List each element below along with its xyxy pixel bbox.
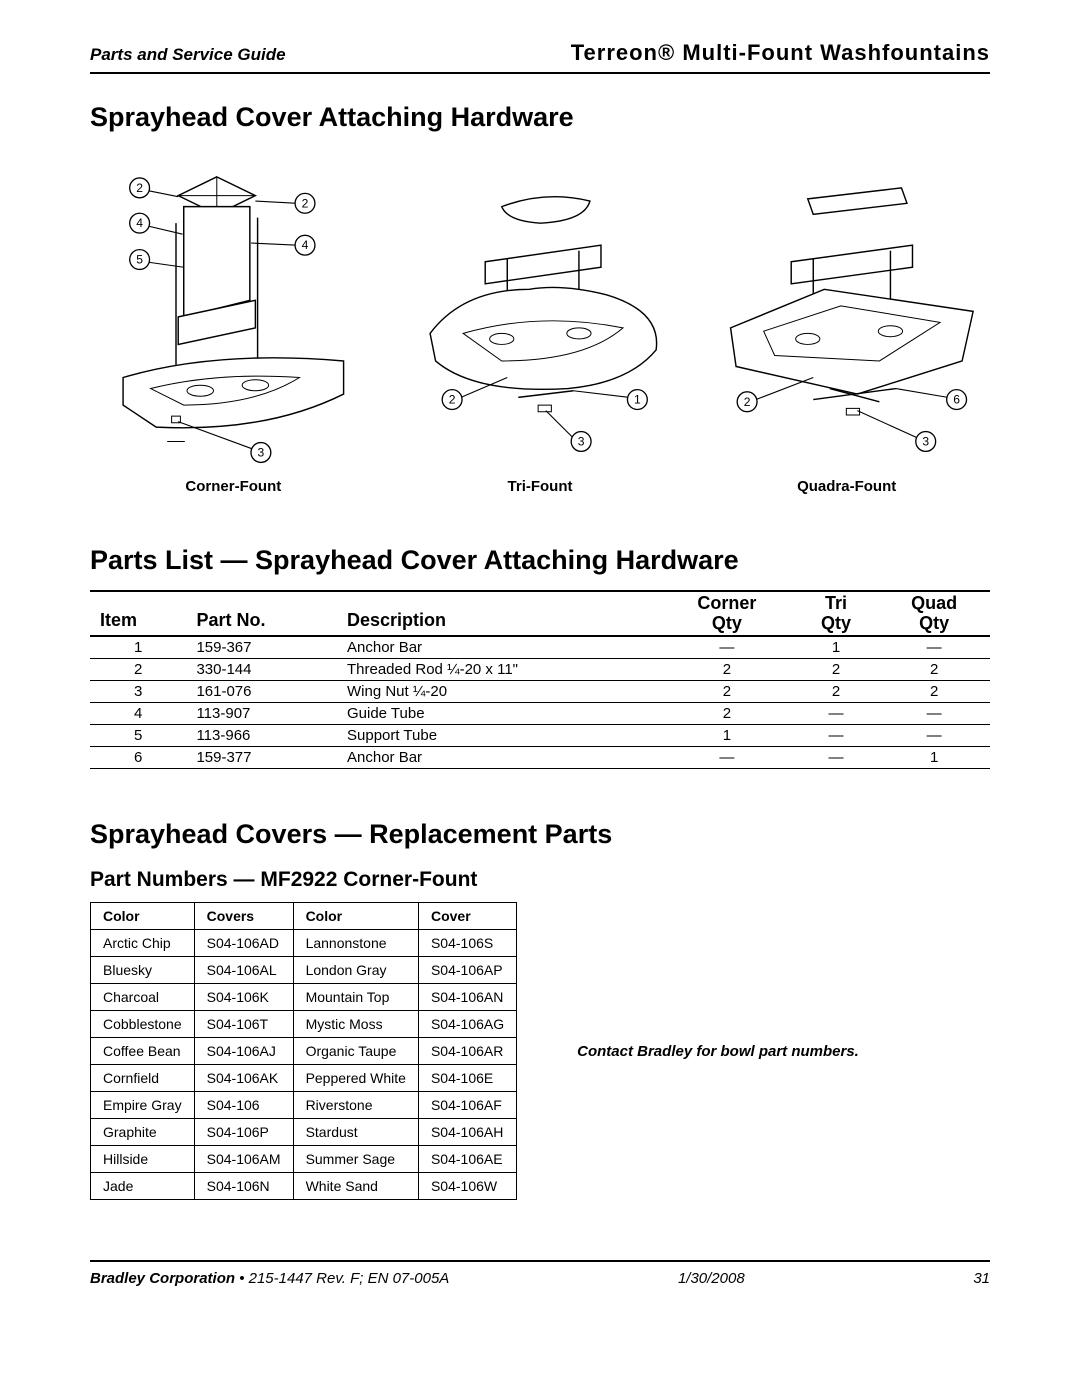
section-title: Sprayhead Cover Attaching Hardware xyxy=(90,102,990,133)
table-row: 1159-367Anchor Bar—1— xyxy=(90,636,990,659)
table-row: Empire GrayS04-106RiverstoneS04-106AF xyxy=(91,1092,517,1119)
table-row: JadeS04-106NWhite SandS04-106W xyxy=(91,1173,517,1200)
callout: 2 xyxy=(448,393,455,407)
parts-table: Item Part No. Description Corner Qty Tri… xyxy=(90,590,990,770)
diagram-label: Tri-Fount xyxy=(508,478,573,495)
header-left: Parts and Service Guide xyxy=(90,45,286,65)
table-row: CharcoalS04-106KMountain TopS04-106AN xyxy=(91,984,517,1011)
table-row: CobblestoneS04-106TMystic MossS04-106AG xyxy=(91,1011,517,1038)
diagram-tri: 2 1 3 Tri-Fount xyxy=(397,157,684,495)
callout: 4 xyxy=(136,216,143,230)
color-table: Color Covers Color Cover Arctic ChipS04-… xyxy=(90,902,517,1200)
diagram-label: Quadra-Fount xyxy=(797,478,896,495)
covers-subheading: Part Numbers — MF2922 Corner-Fount xyxy=(90,868,990,892)
callout: 4 xyxy=(302,238,309,252)
table-row: GraphiteS04-106PStardustS04-106AH xyxy=(91,1119,517,1146)
covers-heading: Sprayhead Covers — Replacement Parts xyxy=(90,819,990,850)
table-row: BlueskyS04-106ALLondon GrayS04-106AP xyxy=(91,957,517,984)
callout: 2 xyxy=(302,196,309,210)
callout: 6 xyxy=(954,393,961,407)
table-row: 6159-377Anchor Bar——1 xyxy=(90,747,990,769)
table-row: CornfieldS04-106AKPeppered WhiteS04-106E xyxy=(91,1065,517,1092)
table-row: 4113-907Guide Tube2—— xyxy=(90,703,990,725)
col-color1: Color xyxy=(91,903,195,930)
table-row: 5113-966Support Tube1—— xyxy=(90,725,990,747)
diagram-corner: 2 2 4 4 5 xyxy=(90,157,377,495)
table-row: Arctic ChipS04-106ADLannonstoneS04-106S xyxy=(91,930,517,957)
col-cover1: Covers xyxy=(194,903,293,930)
contact-note: Contact Bradley for bowl part numbers. xyxy=(577,1043,859,1060)
col-quad: Quad Qty xyxy=(878,591,990,637)
table-row: HillsideS04-106AMSummer SageS04-106AE xyxy=(91,1146,517,1173)
col-tri: Tri Qty xyxy=(794,591,879,637)
callout: 3 xyxy=(258,445,265,459)
table-row: 2330-144Threaded Rod ¼-20 x 11"222 xyxy=(90,659,990,681)
parts-list-heading: Parts List — Sprayhead Cover Attaching H… xyxy=(90,545,990,576)
diagrams-row: 2 2 4 4 5 xyxy=(90,157,990,495)
callout: 3 xyxy=(577,434,584,448)
callout: 1 xyxy=(634,393,641,407)
callout: 3 xyxy=(923,434,930,448)
col-cover2: Cover xyxy=(418,903,516,930)
callout: 2 xyxy=(136,181,143,195)
diagram-quadra: 2 6 3 Quadra-Fount xyxy=(703,157,990,495)
diagram-label: Corner-Fount xyxy=(185,478,281,495)
page-footer: Bradley Corporation • 215-1447 Rev. F; E… xyxy=(90,1260,990,1287)
header-right: Terreon® Multi-Fount Washfountains xyxy=(571,40,990,66)
col-desc: Description xyxy=(337,591,660,637)
col-item: Item xyxy=(90,591,186,637)
footer-date: 1/30/2008 xyxy=(678,1270,745,1287)
footer-left: Bradley Corporation • 215-1447 Rev. F; E… xyxy=(90,1270,449,1287)
col-partno: Part No. xyxy=(186,591,337,637)
footer-page: 31 xyxy=(973,1270,990,1287)
col-corner: Corner Qty xyxy=(660,591,794,637)
callout: 5 xyxy=(136,253,143,267)
page-header: Parts and Service Guide Terreon® Multi-F… xyxy=(90,40,990,74)
table-row: Coffee BeanS04-106AJOrganic TaupeS04-106… xyxy=(91,1038,517,1065)
table-row: 3161-076Wing Nut ¼-20222 xyxy=(90,681,990,703)
col-color2: Color xyxy=(293,903,418,930)
callout: 2 xyxy=(744,395,751,409)
